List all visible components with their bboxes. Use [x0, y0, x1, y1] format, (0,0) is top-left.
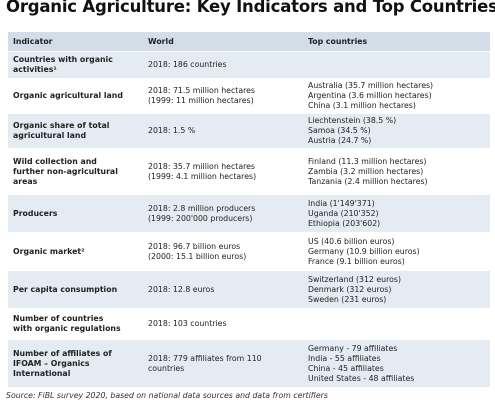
table-cell: 2018: 12.8 euros: [143, 270, 303, 309]
table-row: Number of countries with organic regulati…: [8, 308, 490, 340]
cell-line: (1999: 200'000 producers): [148, 213, 253, 223]
cell-line: with organic regulations: [13, 324, 121, 333]
cell-line: countries: [148, 363, 185, 373]
cell-line: France (9.1 billion euros): [308, 256, 405, 266]
cell-line: 2018: 186 countries: [148, 60, 227, 69]
column-header: World: [143, 31, 303, 52]
table-cell: Australia (35.7 million hectares) Argenti…: [303, 78, 490, 114]
cell-line: Germany - 79 affiliates: [308, 343, 398, 353]
title: Organic Agriculture: Key Indicators and …: [6, 0, 495, 16]
cell-line: (1999: 4.1 million hectares): [148, 171, 257, 181]
table-cell: US (40.6 billion euros) Germany (10.9 bil…: [303, 232, 490, 271]
cell-line: 2018: 12.8 euros: [148, 284, 215, 294]
cell-line: agricultural land: [13, 131, 87, 140]
cell-line: India (1'149'371): [308, 198, 375, 208]
cell-line: 2018: 1.5 %: [148, 126, 196, 135]
table-cell: 2018: 103 countries: [143, 308, 303, 340]
cell-line: Finland (11.3 million hectares): [308, 156, 427, 166]
cell-line: US (40.6 billion euros): [308, 236, 395, 246]
table-cell: Countries with organic activities¹: [8, 51, 143, 79]
cell-line: IFOAM – Organics: [13, 358, 90, 368]
table-cell: 2018: 96.7 billion euros (2000: 15.1 bill…: [143, 232, 303, 271]
table-cell: [303, 308, 490, 340]
cell-line: Organic agricultural land: [13, 91, 123, 100]
cell-line: (2000: 15.1 billion euros): [148, 251, 247, 261]
table-cell: Producers: [8, 194, 143, 233]
cell-line: Zambia (3.2 million hectares): [308, 166, 424, 176]
table-cell: 2018: 779 affiliates from 110 countries: [143, 339, 303, 387]
cell-line: 2018: 35.7 million hectares: [148, 161, 255, 171]
cell-line: Sweden (231 euros): [308, 294, 387, 304]
cell-line: Ethiopia (203'602): [308, 218, 381, 228]
cell-line: International: [13, 368, 71, 378]
table-row: Producers 2018: 2.8 million producers (199…: [8, 194, 490, 233]
table-cell: 2018: 2.8 million producers (1999: 200'00…: [143, 194, 303, 233]
cell-line: Liechtenstein (38.5 %): [308, 116, 397, 125]
cell-line: Germany (10.9 billion euros): [308, 246, 420, 256]
table-cell: Per capita consumption: [8, 270, 143, 309]
cell-line: Uganda (210'352): [308, 208, 379, 218]
table-cell: Organic market²: [8, 232, 143, 271]
table-row: Organic share of total agricultural land 2…: [8, 113, 490, 149]
cell-line: (1999: 11 million hectares): [148, 96, 254, 105]
header-row: Indicator World Top countries: [8, 31, 490, 52]
table-row: Per capita consumption 2018: 12.8 euros Sw…: [8, 270, 490, 309]
table-cell: 2018: 186 countries: [143, 51, 303, 79]
cell-line: Organic market²: [13, 246, 85, 256]
cell-line: 2018: 103 countries: [148, 319, 227, 328]
cell-line: Denmark (312 euros): [308, 284, 392, 294]
table-row: Countries with organic activities¹ 2018: 1…: [8, 51, 490, 79]
table-cell: Finland (11.3 million hectares) Zambia (3…: [303, 148, 490, 195]
table-cell: Germany - 79 affiliates India - 55 affili…: [303, 339, 490, 387]
cell-line: Number of countries: [13, 314, 104, 323]
cell-line: further non-agricultural: [13, 166, 118, 176]
table-cell: 2018: 35.7 million hectares (1999: 4.1 mi…: [143, 148, 303, 195]
cell-line: Countries with organic: [13, 55, 113, 64]
source-note: Source: FiBL survey 2020, based on natio…: [6, 391, 328, 400]
cell-line: activities¹: [13, 65, 57, 74]
table-cell: Switzerland (312 euros) Denmark (312 euro…: [303, 270, 490, 309]
cell-line: Tanzania (2.4 million hectares): [308, 176, 428, 186]
table-cell: 2018: 1.5 %: [143, 113, 303, 149]
cell-line: Producers: [13, 208, 58, 218]
table-cell: Organic share of total agricultural land: [8, 113, 143, 149]
cell-line: 2018: 2.8 million producers: [148, 203, 256, 213]
column-header: Indicator: [8, 31, 143, 52]
cell-line: Number of affiliates of: [13, 348, 112, 358]
table-cell: Number of affiliates of IFOAM – Organics I…: [8, 339, 143, 387]
cell-line: Samoa (34.5 %): [308, 126, 371, 135]
cell-line: 2018: 96.7 billion euros: [148, 241, 241, 251]
table-row: Number of affiliates of IFOAM – Organics I…: [8, 339, 490, 387]
table-cell: Number of countries with organic regulati…: [8, 308, 143, 340]
cell-line: 2018: 71.5 million hectares: [148, 86, 255, 95]
table-row: Organic agricultural land 2018: 71.5 mill…: [8, 78, 490, 114]
table-cell: Liechtenstein (38.5 %) Samoa (34.5 %) Aust…: [303, 113, 490, 149]
table-row: Wild collection and further non-agricultu…: [8, 148, 490, 195]
table-cell: 2018: 71.5 million hectares (1999: 11 mil…: [143, 78, 303, 114]
cell-line: Argentina (3.6 million hectares): [308, 91, 432, 100]
cell-line: areas: [13, 176, 38, 186]
indicator-table: Indicator World Top countries Countries wit…: [8, 31, 490, 387]
cell-line: China (3.1 million hectares): [308, 101, 416, 110]
cell-line: Wild collection and: [13, 156, 97, 166]
cell-line: Switzerland (312 euros): [308, 274, 402, 284]
table-cell: Wild collection and further non-agricultu…: [8, 148, 143, 195]
cell-line: United States - 48 affiliates: [308, 373, 415, 383]
cell-line: India - 55 affiliates: [308, 353, 381, 363]
cell-line: 2018: 779 affiliates from 110: [148, 353, 262, 363]
cell-line: Organic share of total: [13, 121, 110, 130]
cell-line: Australia (35.7 million hectares): [308, 81, 434, 90]
cell-line: Austria (24.7 %): [308, 136, 372, 145]
table-cell: [303, 51, 490, 79]
table-cell: Organic agricultural land: [8, 78, 143, 114]
cell-line: Per capita consumption: [13, 284, 118, 294]
cell-line: China - 45 affiliates: [308, 363, 384, 373]
column-header: Top countries: [303, 31, 490, 52]
table-row: Organic market² 2018: 96.7 billion euros(…: [8, 232, 490, 271]
table-cell: India (1'149'371) Uganda (210'352) Ethiopi…: [303, 194, 490, 233]
